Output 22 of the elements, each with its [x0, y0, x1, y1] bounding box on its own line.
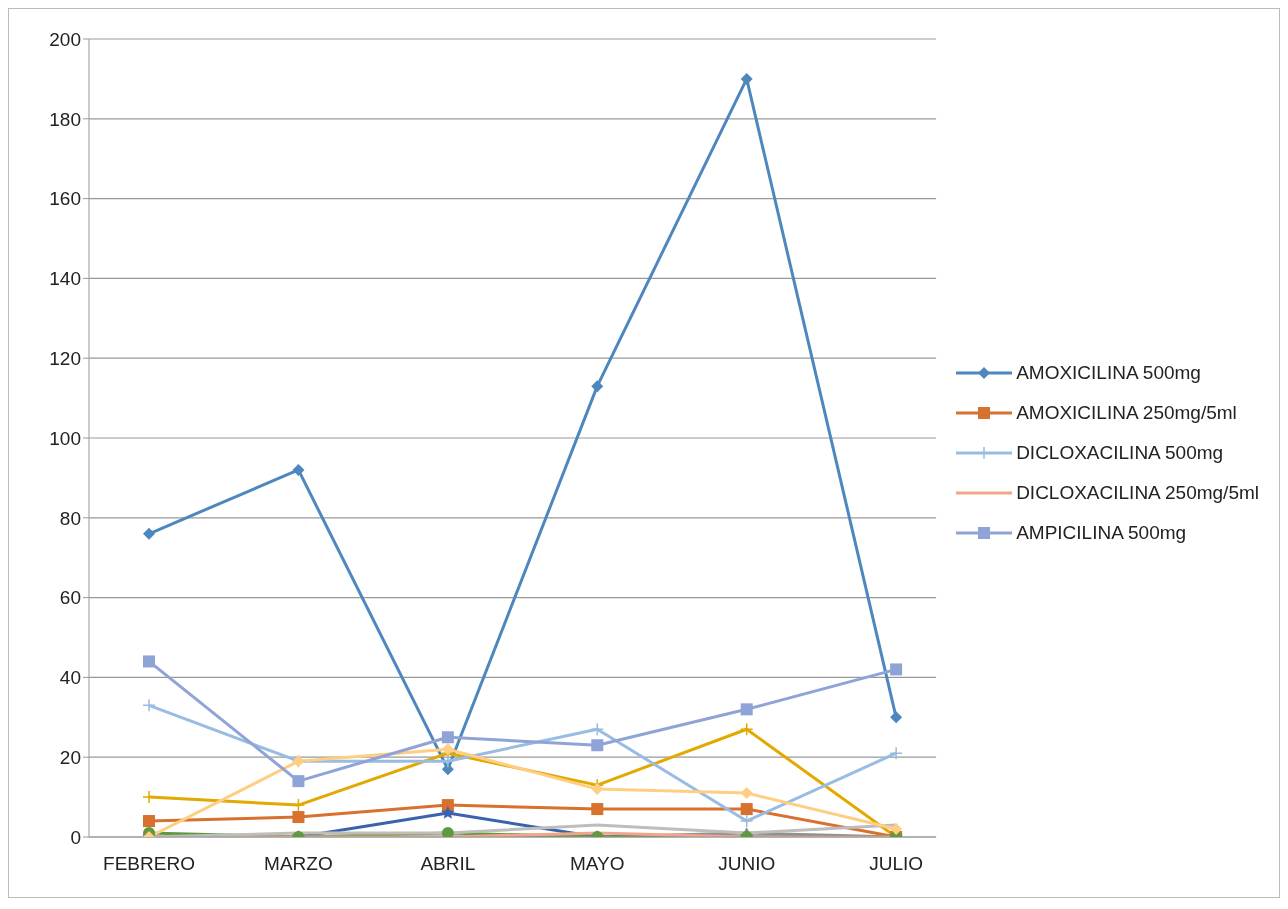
legend-label: AMPICILINA 500mg: [1016, 522, 1187, 544]
y-tick-label: 20: [59, 746, 81, 768]
x-tick-label: JULIO: [869, 853, 924, 875]
x-tick-label: JUNIO: [718, 853, 776, 875]
y-tick-label: 120: [49, 347, 81, 369]
legend-label: AMOXICILINA 250mg/5ml: [1016, 402, 1237, 424]
x-tick-label: MAYO: [570, 853, 625, 875]
x-tick-label: MARZO: [264, 853, 333, 875]
y-tick-label: 160: [49, 188, 81, 210]
y-tick-label: 180: [49, 108, 81, 130]
y-tick-label: 60: [59, 587, 81, 609]
legend-label: AMOXICILINA 500mg: [1016, 362, 1201, 384]
x-tick-label: FEBRERO: [103, 853, 195, 875]
y-tick-label: 0: [70, 826, 81, 848]
legend-label: DICLOXACILINA 250mg/5ml: [1016, 482, 1259, 504]
legend-label: DICLOXACILINA 500mg: [1016, 442, 1224, 464]
y-tick-label: 140: [49, 268, 81, 290]
y-tick-label: 200: [49, 28, 81, 50]
x-tick-label: ABRIL: [420, 853, 476, 875]
y-tick-label: 80: [59, 507, 81, 529]
y-tick-label: 100: [49, 427, 81, 449]
y-tick-label: 40: [59, 667, 81, 689]
